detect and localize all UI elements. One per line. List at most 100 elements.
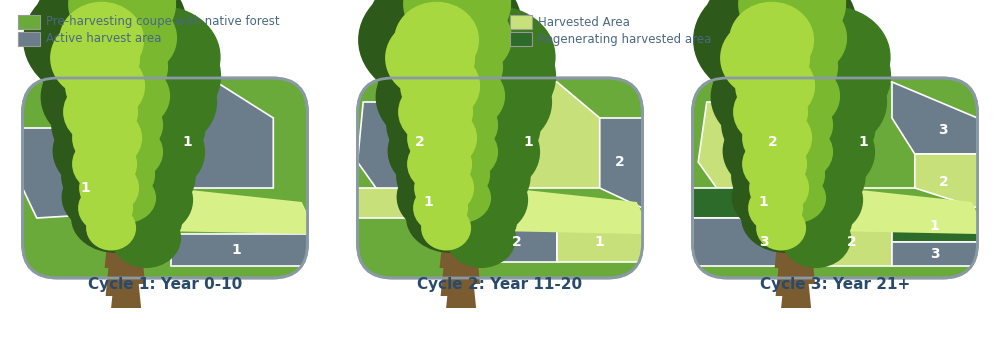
Ellipse shape	[81, 0, 177, 78]
Ellipse shape	[61, 134, 169, 218]
Ellipse shape	[65, 50, 145, 122]
Text: 1: 1	[524, 135, 533, 149]
Ellipse shape	[72, 135, 137, 193]
Polygon shape	[460, 82, 600, 188]
Polygon shape	[95, 112, 149, 202]
Bar	[510, 32, 532, 46]
Polygon shape	[358, 188, 454, 218]
Polygon shape	[430, 112, 484, 202]
Polygon shape	[440, 134, 488, 214]
Ellipse shape	[79, 161, 139, 215]
Text: 3: 3	[938, 123, 948, 137]
Ellipse shape	[741, 183, 831, 253]
Ellipse shape	[76, 0, 178, 31]
Bar	[18, 15, 40, 29]
Ellipse shape	[775, 54, 887, 150]
Polygon shape	[892, 82, 978, 154]
Polygon shape	[777, 180, 819, 250]
Text: 3: 3	[930, 247, 940, 261]
Ellipse shape	[693, 0, 855, 103]
Polygon shape	[105, 134, 153, 214]
Ellipse shape	[59, 2, 144, 78]
Ellipse shape	[400, 50, 480, 122]
Text: Cycle 3: Year 21+: Cycle 3: Year 21+	[760, 277, 910, 293]
Bar	[510, 15, 532, 29]
Text: 2: 2	[415, 135, 425, 149]
Text: 1: 1	[595, 235, 605, 249]
Ellipse shape	[431, 173, 491, 223]
Ellipse shape	[704, 0, 857, 83]
Ellipse shape	[62, 158, 161, 236]
Text: Harvested Area: Harvested Area	[538, 16, 630, 29]
Ellipse shape	[430, 22, 556, 130]
Text: 1: 1	[231, 243, 241, 257]
Ellipse shape	[86, 61, 170, 131]
Ellipse shape	[106, 186, 183, 252]
Text: Cycle 2: Year 11-20: Cycle 2: Year 11-20	[417, 277, 583, 293]
Ellipse shape	[386, 75, 512, 173]
Polygon shape	[775, 203, 814, 268]
Polygon shape	[358, 102, 454, 194]
Ellipse shape	[394, 2, 479, 78]
Polygon shape	[765, 112, 819, 202]
Ellipse shape	[765, 22, 891, 130]
Polygon shape	[557, 218, 642, 262]
Polygon shape	[111, 258, 141, 308]
Ellipse shape	[735, 50, 815, 122]
Polygon shape	[446, 258, 476, 308]
Ellipse shape	[751, 0, 847, 78]
Ellipse shape	[51, 75, 177, 173]
Ellipse shape	[414, 161, 474, 215]
Ellipse shape	[775, 138, 866, 216]
Ellipse shape	[96, 173, 156, 223]
Ellipse shape	[440, 54, 552, 150]
Ellipse shape	[748, 30, 838, 104]
Text: 2: 2	[767, 135, 777, 149]
Ellipse shape	[397, 158, 496, 236]
Polygon shape	[101, 157, 146, 232]
Ellipse shape	[742, 135, 807, 193]
Polygon shape	[892, 218, 978, 242]
Ellipse shape	[411, 0, 513, 31]
Polygon shape	[107, 180, 149, 250]
Ellipse shape	[756, 206, 806, 250]
Ellipse shape	[421, 61, 505, 131]
Ellipse shape	[53, 105, 170, 196]
Ellipse shape	[761, 122, 833, 182]
FancyBboxPatch shape	[692, 78, 978, 278]
Ellipse shape	[86, 206, 136, 250]
Polygon shape	[445, 186, 642, 234]
Ellipse shape	[759, 148, 825, 203]
Polygon shape	[437, 91, 488, 176]
Bar	[18, 32, 40, 46]
Ellipse shape	[732, 158, 831, 236]
Ellipse shape	[89, 148, 155, 203]
Ellipse shape	[50, 18, 140, 98]
Ellipse shape	[723, 105, 840, 196]
Polygon shape	[776, 241, 809, 296]
Polygon shape	[444, 224, 480, 284]
Ellipse shape	[772, 6, 891, 108]
Ellipse shape	[68, 0, 176, 49]
Text: 1: 1	[759, 195, 769, 209]
Text: 1: 1	[183, 135, 193, 149]
Ellipse shape	[781, 208, 851, 268]
Ellipse shape	[446, 208, 516, 268]
Text: 1: 1	[80, 181, 90, 195]
Ellipse shape	[742, 106, 812, 170]
Polygon shape	[171, 234, 308, 266]
Ellipse shape	[388, 105, 505, 196]
Ellipse shape	[711, 44, 846, 150]
Ellipse shape	[755, 92, 833, 157]
Ellipse shape	[407, 106, 477, 170]
Ellipse shape	[437, 6, 556, 108]
Ellipse shape	[720, 18, 810, 98]
Ellipse shape	[777, 110, 875, 194]
Ellipse shape	[442, 110, 540, 194]
Ellipse shape	[72, 106, 142, 170]
Ellipse shape	[406, 183, 496, 253]
Polygon shape	[436, 157, 481, 232]
Ellipse shape	[41, 14, 185, 126]
Polygon shape	[781, 258, 811, 308]
Polygon shape	[772, 91, 823, 176]
